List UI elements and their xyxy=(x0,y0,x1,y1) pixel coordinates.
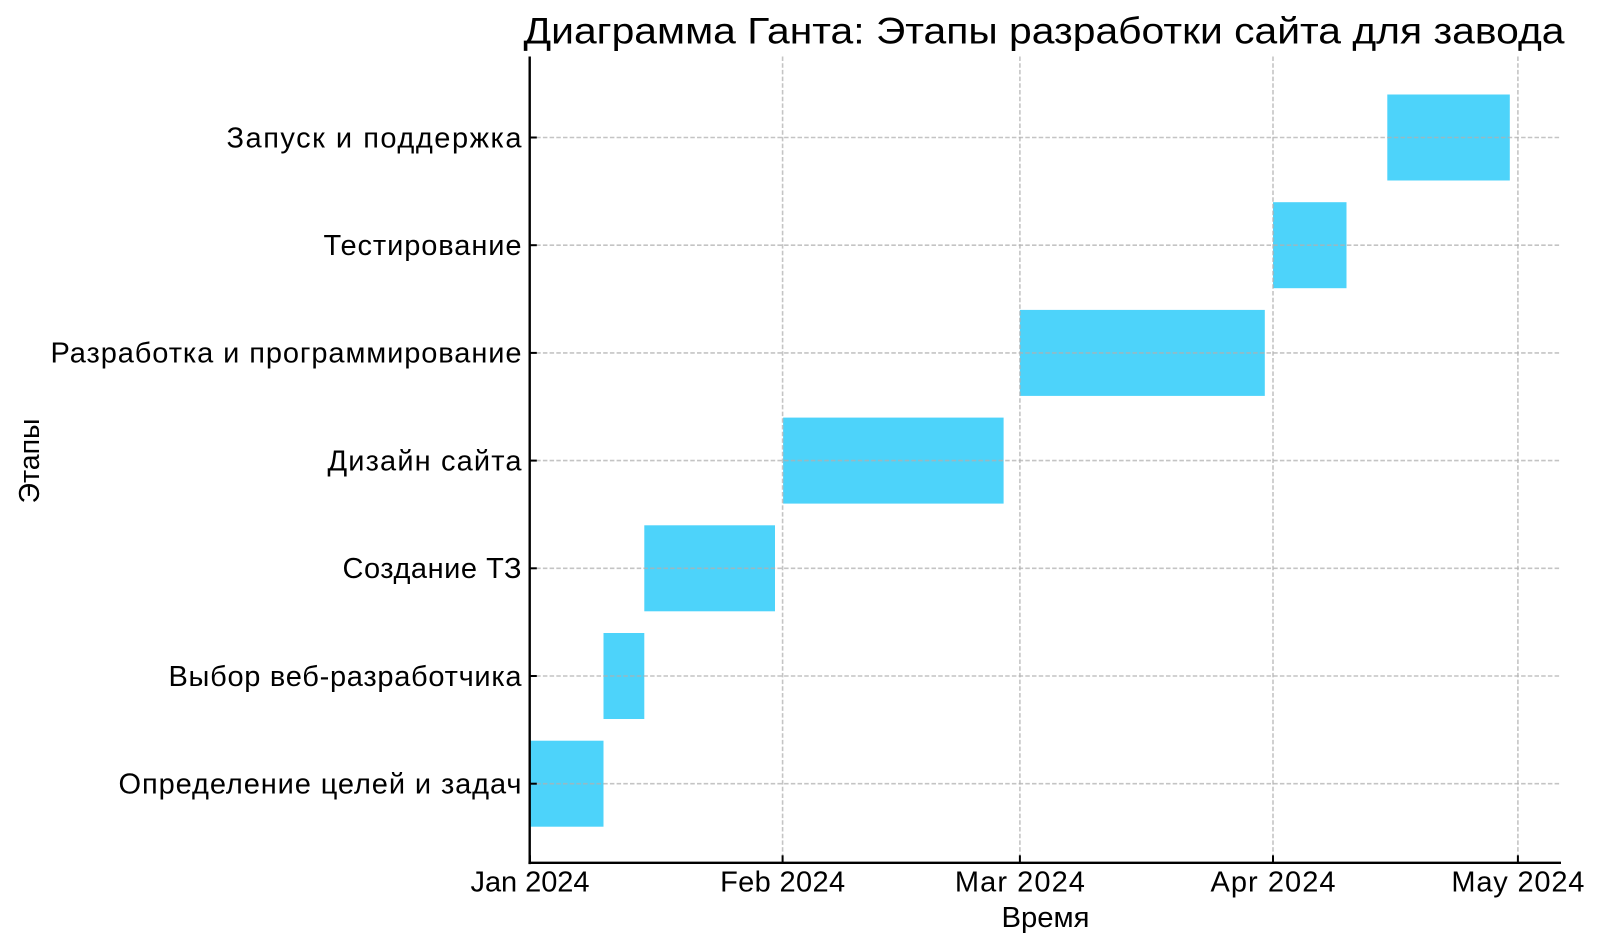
svg-text:Определение целей и задач: Определение целей и задач xyxy=(119,769,522,801)
svg-text:Создание ТЗ: Создание ТЗ xyxy=(343,553,522,585)
svg-text:Время: Время xyxy=(1002,902,1090,934)
svg-text:Apr 2024: Apr 2024 xyxy=(1211,866,1336,898)
svg-text:Выбор веб-разработчика: Выбор веб-разработчика xyxy=(169,661,523,693)
svg-text:Этапы: Этапы xyxy=(14,419,46,504)
svg-text:Дизайн сайта: Дизайн сайта xyxy=(328,445,523,477)
svg-text:Тестирование: Тестирование xyxy=(324,230,522,262)
svg-text:Запуск и поддержка: Запуск и поддержка xyxy=(227,122,523,154)
svg-text:Mar 2024: Mar 2024 xyxy=(955,866,1085,898)
svg-text:Диаграмма Ганта: Этапы разрабо: Диаграмма Ганта: Этапы разработки сайта … xyxy=(524,11,1565,52)
svg-text:May 2024: May 2024 xyxy=(1451,866,1584,898)
svg-text:Jan 2024: Jan 2024 xyxy=(471,866,590,898)
svg-text:Feb 2024: Feb 2024 xyxy=(720,866,845,898)
svg-text:Разработка и программирование: Разработка и программирование xyxy=(51,338,522,370)
